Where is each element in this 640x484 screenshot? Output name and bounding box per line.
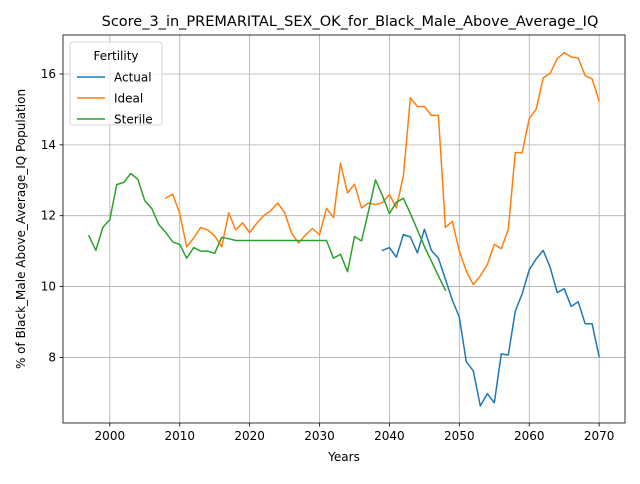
x-axis-label: Years xyxy=(327,450,360,464)
legend-title: Fertility xyxy=(93,49,138,63)
legend-label-ideal: Ideal xyxy=(114,92,143,106)
legend: Fertility Actual Ideal Sterile xyxy=(70,42,162,127)
x-tick-label: 2060 xyxy=(514,429,545,443)
x-tick-label: 2030 xyxy=(304,429,335,443)
x-tick-label: 2000 xyxy=(95,429,126,443)
x-tick-label: 2050 xyxy=(444,429,475,443)
y-tick-label: 8 xyxy=(48,350,56,364)
x-tick-label: 2040 xyxy=(374,429,405,443)
legend-label-actual: Actual xyxy=(114,71,152,85)
y-tick-label: 14 xyxy=(41,138,56,152)
y-tick-label: 10 xyxy=(41,280,56,294)
legend-label-sterile: Sterile xyxy=(114,113,153,127)
x-tick-label: 2070 xyxy=(584,429,615,443)
y-axis-label: % of Black_Male Above_Average_IQ Populat… xyxy=(14,89,28,369)
y-tick-label: 12 xyxy=(41,209,56,223)
chart-title: Score_3_in_PREMARITAL_SEX_OK_for_Black_M… xyxy=(102,14,599,30)
x-tick-label: 2020 xyxy=(234,429,265,443)
x-tick-label: 2010 xyxy=(164,429,195,443)
y-tick-label: 16 xyxy=(41,67,56,81)
